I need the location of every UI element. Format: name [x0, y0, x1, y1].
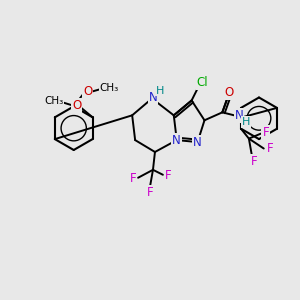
Text: N: N: [148, 91, 157, 104]
Text: O: O: [72, 99, 81, 112]
Text: F: F: [130, 172, 136, 185]
Text: N: N: [193, 136, 202, 148]
Text: CH₃: CH₃: [44, 97, 64, 106]
Text: F: F: [250, 155, 257, 168]
Text: F: F: [262, 126, 269, 139]
Text: F: F: [164, 169, 171, 182]
Text: H: H: [242, 117, 250, 127]
Text: F: F: [266, 142, 273, 155]
Text: H: H: [156, 85, 164, 96]
Text: O: O: [225, 86, 234, 99]
Text: N: N: [172, 134, 181, 147]
Text: N: N: [235, 109, 244, 122]
Text: F: F: [147, 186, 153, 199]
Text: Cl: Cl: [197, 76, 208, 89]
Text: CH₃: CH₃: [100, 82, 119, 93]
Text: O: O: [83, 85, 92, 98]
